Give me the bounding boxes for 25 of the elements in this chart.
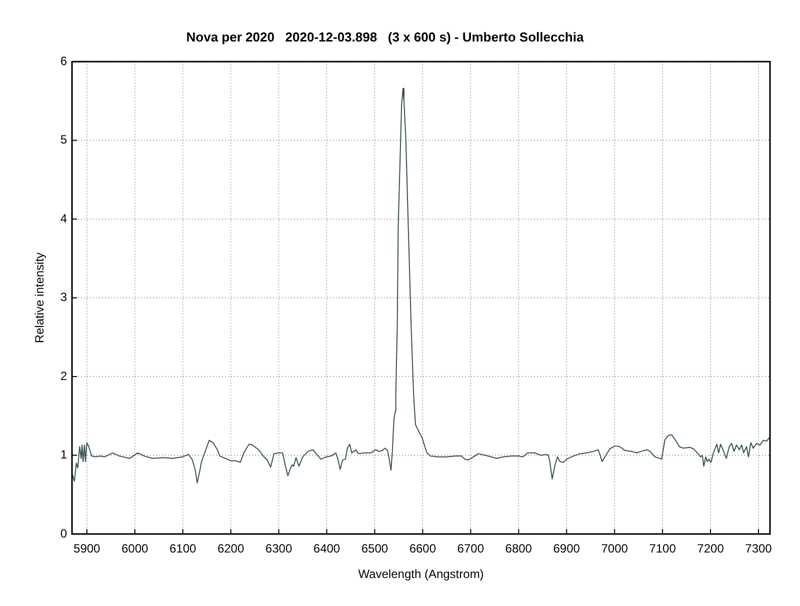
y-tick-label: 5: [60, 132, 68, 147]
x-tick-label: 7100: [649, 542, 676, 556]
y-axis-title: Relative intensity: [32, 252, 47, 344]
x-tick-label: 6800: [505, 542, 532, 556]
x-tick-label: 7000: [601, 542, 628, 556]
x-axis-title: Wavelength (Angstrom): [358, 567, 484, 582]
x-tick-label: 7200: [697, 542, 724, 556]
y-tick-label: 4: [60, 211, 68, 226]
x-tick-label: 6900: [553, 542, 580, 556]
y-tick-label: 6: [60, 54, 68, 68]
x-tick-label: 7300: [745, 542, 772, 556]
x-tick-label: 5900: [74, 542, 101, 556]
x-tick-label: 6000: [121, 542, 149, 556]
y-tick-label: 0: [60, 526, 68, 540]
y-tick-label: 1: [60, 448, 68, 462]
x-tick-label: 6700: [457, 542, 484, 556]
x-tick-label: 6600: [409, 542, 436, 556]
x-tick-label: 6300: [265, 542, 292, 556]
x-tick-label: 6400: [313, 542, 340, 556]
chart-title: Nova per 2020 2020-12-03.898 (3 x 600 s) - Umberto Sollecchia: [186, 29, 584, 44]
y-tick-label: 3: [60, 290, 68, 304]
x-tick-label: 6200: [217, 542, 244, 556]
x-tick-label: 6500: [361, 542, 388, 556]
x-tick-label: 6100: [169, 542, 196, 556]
y-tick-label: 2: [60, 368, 68, 383]
